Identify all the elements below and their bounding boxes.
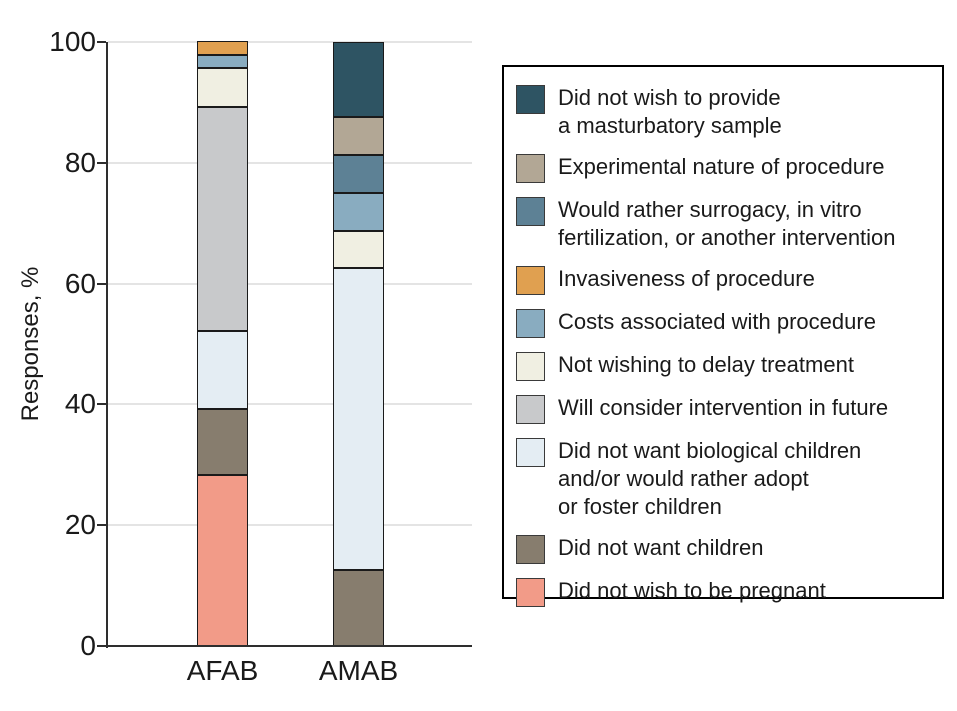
bar-segment [333,231,384,268]
bar-amab [333,42,384,646]
bar-segment [333,268,384,570]
legend-label: Would rather surrogacy, in vitro fertiliz… [558,197,896,250]
legend-item: Would rather surrogacy, in vitro fertiliz… [516,196,930,252]
bar-segment [197,41,248,55]
bar-afab [197,41,248,646]
legend-item: Did not want children [516,534,930,564]
legend-label: Did not wish to be pregnant [558,578,826,603]
legend-swatch [516,535,545,564]
bar-segment [197,409,248,475]
legend-label: Will consider intervention in future [558,395,889,420]
legend-label: Invasiveness of procedure [558,266,815,291]
bar-segment [197,107,248,331]
legend-item: Invasiveness of procedure [516,265,930,295]
y-tick-label-40: 40 [64,388,96,420]
bar-segment [197,55,248,68]
bar-segment [197,68,248,107]
bar-segment [333,570,384,646]
bar-segment [197,475,248,646]
legend-swatch [516,578,545,607]
legend-label: Did not want children [558,535,764,560]
legend-label: Did not want biological children and/or w… [558,438,862,519]
y-axis-line [106,42,108,648]
y-tick-mark-80 [97,161,106,164]
legend-swatch [516,309,545,338]
y-tick-label-60: 60 [64,267,96,299]
y-tick-mark-20 [97,524,106,527]
legend-label: Experimental nature of procedure [558,154,885,179]
bar-segment [333,117,384,155]
legend-swatch [516,352,545,381]
y-tick-label-80: 80 [64,146,96,178]
legend-item: Experimental nature of procedure [516,153,930,183]
x-category-label-amab: AMAB [318,655,399,686]
legend-swatch [516,395,545,424]
legend-swatch [516,85,545,114]
legend-swatch [516,197,545,226]
legend-label: Did not wish to provide a masturbatory sa… [558,85,782,138]
x-axis-line [106,645,472,647]
legend-label: Costs associated with procedure [558,309,876,334]
bar-segment [197,331,248,409]
legend-item: Did not wish to provide a masturbatory sa… [516,84,930,140]
y-tick-label-20: 20 [64,509,96,541]
legend-label: Not wishing to delay treatment [558,352,854,377]
gridline-40 [108,403,472,406]
x-category-label-afab: AFAB [186,655,259,686]
legend-swatch [516,266,545,295]
legend-box: Did not wish to provide a masturbatory sa… [502,65,944,607]
gridline-80 [108,161,472,164]
bar-segment [333,193,384,231]
legend-swatch [516,154,545,183]
bar-segment [333,155,384,193]
legend-item: Did not wish to be pregnant [516,577,930,607]
y-tick-mark-60 [97,282,106,285]
legend-swatch [516,438,545,467]
legend-item: Not wishing to delay treatment [516,351,930,381]
bar-segment [333,42,384,117]
gridline-100 [108,41,472,43]
legend-items: Did not wish to provide a masturbatory sa… [516,84,930,607]
legend-item: Costs associated with procedure [516,308,930,338]
y-tick-label-0: 0 [80,630,96,661]
legend-item: Will consider intervention in future [516,394,930,424]
y-tick-label-100: 100 [49,26,96,57]
plot-area [106,41,472,648]
y-tick-mark-40 [97,403,106,406]
y-tick-mark-0 [97,645,106,647]
y-tick-mark-100 [97,41,106,43]
legend-item: Did not want biological children and/or w… [516,437,930,521]
gridline-60 [108,282,472,285]
gridline-20 [108,524,472,527]
